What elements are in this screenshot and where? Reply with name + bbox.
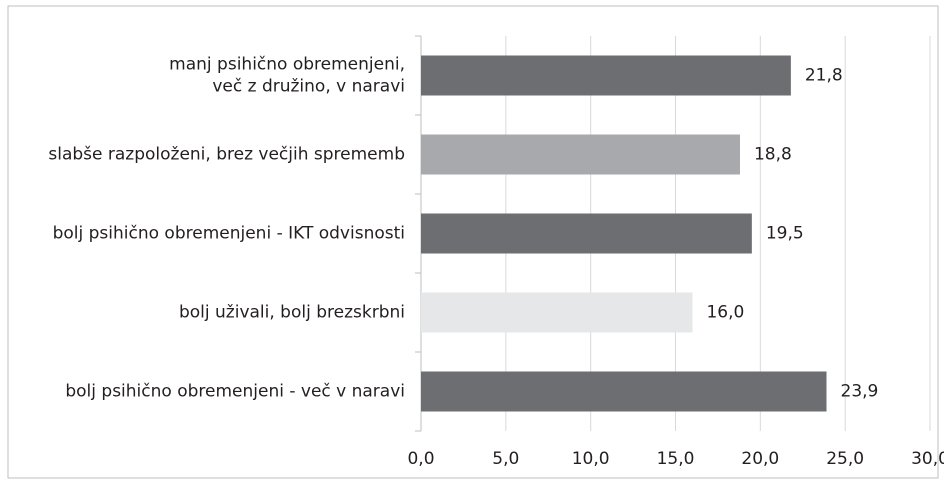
value-label: 21,8 xyxy=(805,66,843,86)
x-tick-label: 0,0 xyxy=(407,449,434,469)
y-tick-label: manj psihično obremenjeni, več z družino,… xyxy=(169,55,405,97)
x-tick-label: 30,0 xyxy=(911,449,944,469)
x-tick-label: 20,0 xyxy=(741,449,779,469)
y-tick-label: bolj psihično obremenjeni - več v naravi xyxy=(65,382,405,402)
value-label: 23,9 xyxy=(841,382,879,402)
bar xyxy=(421,292,693,333)
x-tick-label: 10,0 xyxy=(572,449,610,469)
bar xyxy=(421,371,827,412)
bar xyxy=(421,213,752,254)
bar xyxy=(421,134,740,175)
y-tick-label: bolj uživali, bolj brezskrbni xyxy=(179,303,405,323)
value-label: 18,8 xyxy=(754,145,792,165)
value-label: 19,5 xyxy=(766,224,804,244)
y-tick-label: bolj psihično obremenjeni - IKT odvisnos… xyxy=(53,224,405,244)
x-tick-label: 5,0 xyxy=(492,449,519,469)
chart-border xyxy=(7,5,939,479)
bar xyxy=(421,55,791,96)
y-tick-label: slabše razpoloženi, brez večjih sprememb xyxy=(48,145,405,165)
x-tick-label: 15,0 xyxy=(657,449,695,469)
x-tick-label: 25,0 xyxy=(826,449,864,469)
value-label: 16,0 xyxy=(706,303,744,323)
